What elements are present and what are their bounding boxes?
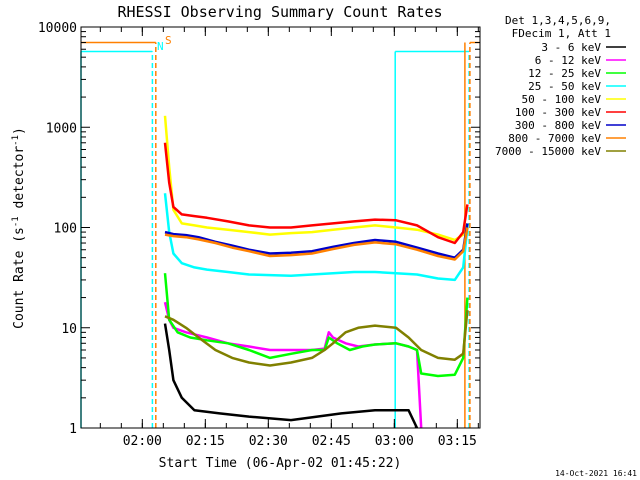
y-tick-label-0: 1 — [69, 422, 77, 437]
x-tick-label-3: 02:45 — [312, 434, 351, 449]
series-line-6 — [164, 223, 469, 259]
legend-label-4: 50 - 100 keV — [522, 93, 602, 106]
chart-title: RHESSI Observing Summary Count Rates — [117, 3, 442, 21]
y-axis-label: Count Rate (s-1 detector-1) — [11, 127, 27, 329]
series-line-3 — [163, 193, 469, 282]
axis-ticks: 1 10 100 1000 10000 02:00 02:15 02:30 02:45 03:00… — [38, 21, 480, 449]
series-line-8 — [164, 309, 469, 367]
x-axis-label: Start Time (06-Apr-02 01:45:22) — [159, 456, 402, 471]
series-line-5 — [163, 142, 469, 245]
series-line-7 — [164, 227, 469, 261]
x-tick-label-1: 02:15 — [186, 434, 225, 449]
legend-label-2: 12 - 25 keV — [528, 67, 601, 80]
legend-label-1: 6 - 12 keV — [535, 54, 602, 67]
legend-header-line-2: FDecim 1, Att 1 — [512, 27, 611, 40]
legend: Det 1,3,4,5,6,9, FDecim 1, Att 1 3 - 6 k… — [495, 14, 626, 158]
legend-label-3: 25 - 50 keV — [528, 80, 601, 93]
y-tick-label-2: 100 — [54, 222, 77, 237]
night-flag-label: N — [157, 40, 164, 53]
legend-label-0: 3 - 6 keV — [541, 41, 601, 54]
timestamp: 14-Oct-2021 16:41 — [555, 469, 637, 478]
x-tick-label-4: 03:00 — [375, 434, 414, 449]
legend-header-line-1: Det 1,3,4,5,6,9, — [505, 14, 611, 27]
y-tick-label-4: 10000 — [38, 21, 77, 36]
y-tick-label-3: 1000 — [46, 121, 77, 136]
legend-label-7: 800 - 7000 keV — [508, 132, 601, 145]
saa-flag-label: S — [165, 34, 172, 47]
legend-label-6: 300 - 800 keV — [515, 119, 601, 132]
series-line-0 — [163, 323, 419, 429]
x-tick-label-2: 02:30 — [249, 434, 288, 449]
series-line-2 — [163, 273, 469, 378]
legend-label-5: 100 - 300 keV — [515, 106, 601, 119]
x-tick-label-0: 02:00 — [123, 434, 162, 449]
y-tick-label-1: 10 — [61, 322, 77, 337]
series-line-4 — [163, 115, 469, 242]
legend-label-8: 7000 - 15000 keV — [495, 145, 601, 158]
x-tick-label-5: 03:15 — [438, 434, 477, 449]
series-lines — [163, 115, 469, 429]
